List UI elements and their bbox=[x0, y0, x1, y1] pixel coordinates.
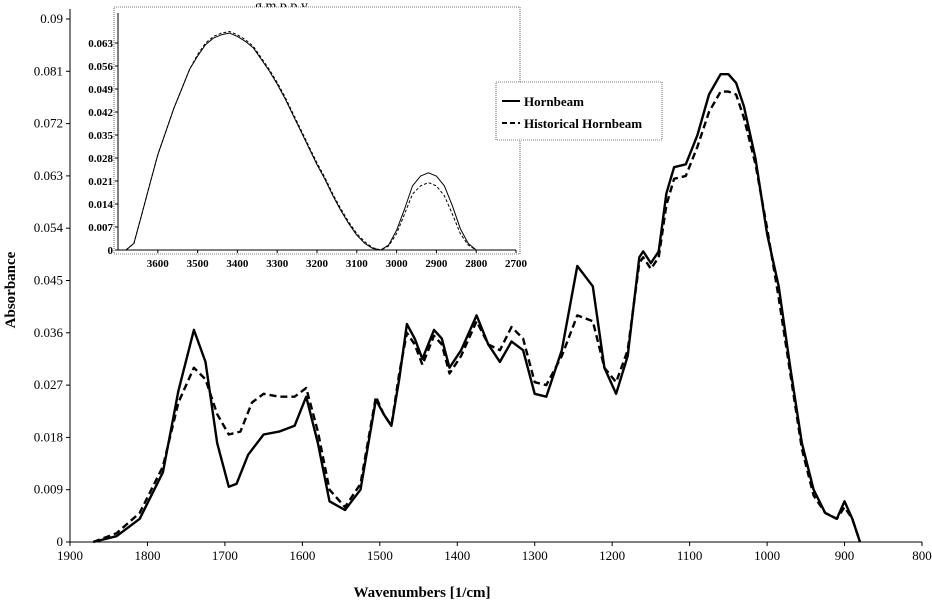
inset-frame bbox=[113, 6, 521, 255]
inset-x-tick-label: 2900 bbox=[425, 258, 448, 270]
y-tick-label: 0.027 bbox=[34, 377, 64, 392]
main-series bbox=[92, 73, 862, 544]
inset-x-tick-label: 3400 bbox=[226, 258, 249, 270]
legend: Hornbeam Historical Hornbeam bbox=[495, 81, 663, 141]
inset-y-tick-label: 0.014 bbox=[88, 199, 113, 211]
y-axis-title: Absorbance bbox=[3, 251, 19, 328]
y-tick-label: 0.09 bbox=[40, 11, 63, 26]
inset-series bbox=[125, 31, 485, 251]
inset-y-tick-label: 0.042 bbox=[88, 107, 113, 119]
inset-x-tick-label: 2800 bbox=[465, 258, 488, 270]
x-tick-label: 1300 bbox=[522, 548, 548, 563]
y-tick-label: 0.072 bbox=[34, 116, 63, 131]
main-axes bbox=[69, 9, 922, 543]
x-tick-label: 1700 bbox=[212, 548, 238, 563]
inset-x-ticks: 3600 3500 3400 3300 3200 3100 3000 2900 2800 2700 bbox=[147, 250, 528, 270]
y-tick-label: 0.036 bbox=[34, 325, 64, 340]
inset-chart: 0 0.007 0.014 0.021 0.028 0.035 0.042 0.049 0.05… bbox=[88, 6, 528, 270]
legend-box bbox=[495, 81, 663, 141]
x-tick-label: 1200 bbox=[599, 548, 625, 563]
x-ticks: 1900 1800 1700 1600 1500 1400 1300 1200 1100 1000… bbox=[57, 542, 932, 563]
inset-y-tick-label: 0.028 bbox=[88, 153, 113, 165]
series-line-hornbeam bbox=[92, 73, 862, 544]
y-ticks: 0 0.009 0.018 0.027 0.036 0.045 0.054 0.063 0.07… bbox=[34, 11, 70, 549]
x-tick-label: 800 bbox=[912, 548, 932, 563]
x-tick-label: 1400 bbox=[444, 548, 470, 563]
inset-y-tick-label: 0.035 bbox=[88, 130, 113, 142]
y-tick-label: 0.081 bbox=[34, 63, 63, 78]
x-tick-label: 1500 bbox=[367, 548, 393, 563]
y-tick-label: 0.018 bbox=[34, 429, 63, 444]
inset-y-tick-label: 0.049 bbox=[88, 84, 113, 96]
y-tick-label: 0.009 bbox=[34, 482, 63, 497]
inset-y-tick-label: 0 bbox=[108, 245, 114, 257]
inset-x-tick-label: 2700 bbox=[505, 258, 528, 270]
legend-label-historical-hornbeam: Historical Hornbeam bbox=[524, 116, 642, 131]
legend-label-hornbeam: Hornbeam bbox=[524, 94, 584, 109]
inset-y-ticks: 0 0.007 0.014 0.021 0.028 0.035 0.042 0.049 0.05… bbox=[88, 38, 118, 257]
x-tick-label: 1800 bbox=[134, 548, 160, 563]
inset-y-tick-label: 0.021 bbox=[88, 176, 113, 188]
inset-series-line-historical-hornbeam bbox=[125, 31, 485, 251]
inset-x-tick-label: 3200 bbox=[306, 258, 329, 270]
x-axis-title: Wavenumbers [1/cm] bbox=[353, 585, 490, 601]
y-tick-label: 0.054 bbox=[34, 220, 64, 235]
x-tick-label: 1100 bbox=[677, 548, 703, 563]
inset-y-tick-label: 0.063 bbox=[88, 38, 113, 50]
y-tick-label: 0 bbox=[57, 534, 64, 549]
inset-x-tick-label: 3500 bbox=[187, 258, 210, 270]
x-tick-label: 1600 bbox=[289, 548, 315, 563]
y-tick-label: 0.045 bbox=[34, 273, 63, 288]
inset-x-tick-label: 3600 bbox=[147, 258, 170, 270]
inset-y-tick-label: 0.007 bbox=[88, 222, 113, 234]
inset-x-tick-label: 3000 bbox=[386, 258, 409, 270]
x-tick-label: 1000 bbox=[754, 548, 780, 563]
y-tick-label: 0.063 bbox=[34, 168, 63, 183]
x-tick-label: 1900 bbox=[57, 548, 83, 563]
inset-y-tick-label: 0.056 bbox=[88, 61, 113, 73]
x-tick-label: 900 bbox=[835, 548, 855, 563]
inset-x-tick-label: 3100 bbox=[346, 258, 369, 270]
series-line-historical-hornbeam bbox=[92, 90, 862, 544]
inset-x-tick-label: 3300 bbox=[266, 258, 289, 270]
